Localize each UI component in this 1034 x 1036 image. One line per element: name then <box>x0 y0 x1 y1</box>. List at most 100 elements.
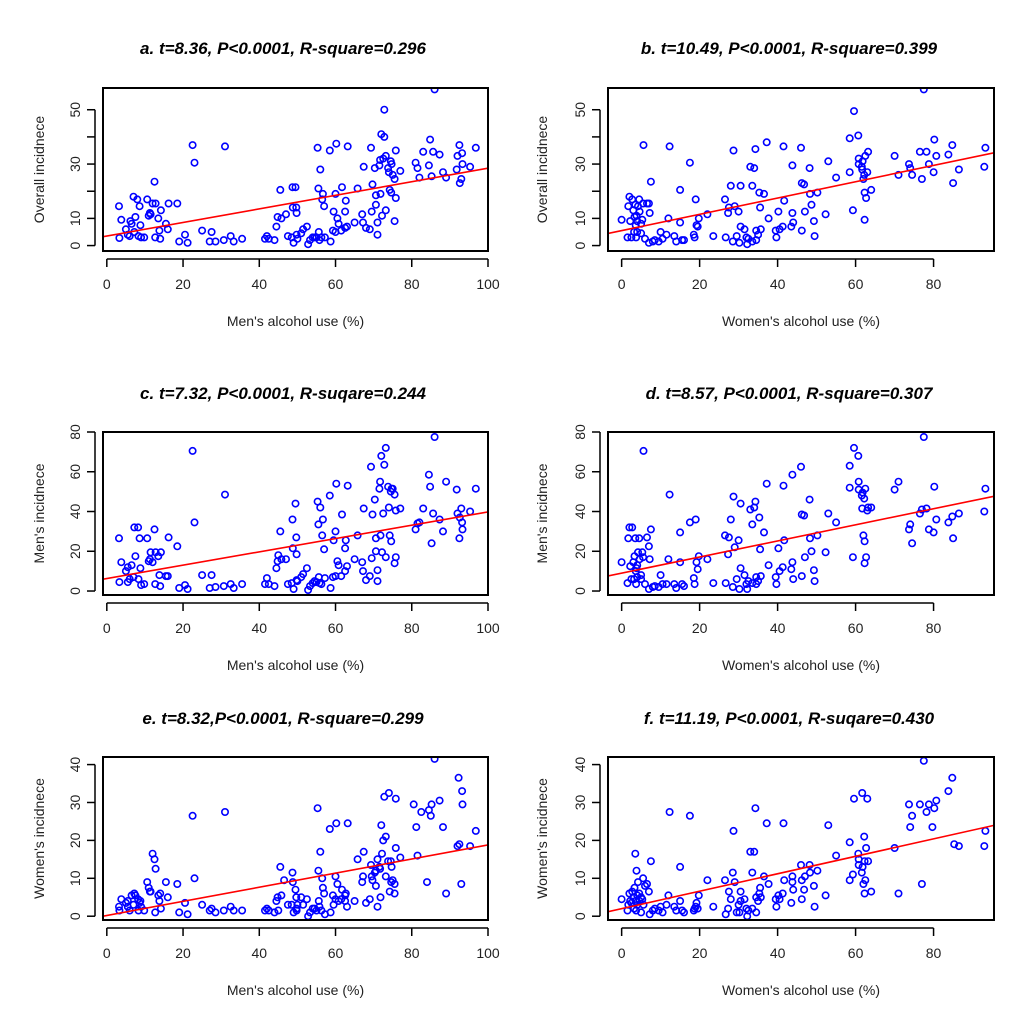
data-point <box>981 484 990 493</box>
data-point <box>181 898 190 907</box>
data-point <box>788 558 797 567</box>
data-point <box>332 139 341 148</box>
data-point <box>894 477 903 486</box>
data-point <box>862 553 871 562</box>
data-point <box>211 582 220 591</box>
data-point <box>337 572 346 581</box>
data-point <box>190 518 199 527</box>
data-point <box>342 222 351 231</box>
data-point <box>944 787 953 796</box>
data-point <box>422 878 431 887</box>
data-point <box>932 515 941 524</box>
data-point <box>133 195 142 204</box>
y-tick-label: 40 <box>67 504 83 520</box>
data-point <box>380 132 389 141</box>
data-point <box>748 181 757 190</box>
data-point <box>381 553 390 562</box>
data-point <box>646 857 655 866</box>
data-point <box>277 214 286 223</box>
data-point <box>906 164 915 173</box>
data-point <box>929 528 938 537</box>
data-point <box>320 233 329 242</box>
data-point <box>642 879 651 888</box>
x-tick-label: 40 <box>770 945 786 961</box>
data-point <box>377 211 386 220</box>
data-point <box>864 147 873 156</box>
y-axis-label: Men's incidnece <box>31 463 47 563</box>
data-point <box>676 862 685 871</box>
data-point <box>944 150 953 159</box>
data-point <box>221 490 230 499</box>
data-point <box>288 515 297 524</box>
data-point <box>391 194 400 203</box>
data-point <box>858 788 867 797</box>
data-point <box>458 787 467 796</box>
data-point <box>457 175 466 184</box>
data-point <box>744 906 753 915</box>
data-point <box>756 225 765 234</box>
data-point <box>379 509 388 518</box>
data-point <box>800 207 809 216</box>
data-point <box>954 165 963 174</box>
data-point <box>270 582 279 591</box>
x-tick-label: 40 <box>251 276 267 292</box>
data-point <box>367 554 376 563</box>
data-point <box>863 794 872 803</box>
data-point <box>207 228 216 237</box>
data-point <box>137 233 146 242</box>
y-tick-label: 40 <box>67 757 83 773</box>
data-point <box>890 485 899 494</box>
data-point <box>665 490 674 499</box>
y-tick-label: 20 <box>572 832 588 848</box>
x-tick-label: 20 <box>175 620 191 636</box>
panel-title: d. t=8.57, P<0.0001, R-square=0.307 <box>646 384 934 403</box>
data-point <box>148 199 157 208</box>
data-point <box>800 180 809 189</box>
data-point <box>755 513 764 522</box>
data-point <box>314 184 323 193</box>
data-point <box>638 215 647 224</box>
data-point <box>637 575 646 584</box>
data-point <box>821 891 830 900</box>
data-point <box>928 823 937 832</box>
data-point <box>135 202 144 211</box>
data-point <box>631 849 640 858</box>
data-point <box>637 908 646 917</box>
data-point <box>809 566 818 575</box>
data-point <box>864 503 873 512</box>
data-point <box>867 185 876 194</box>
data-point <box>662 900 671 909</box>
data-point <box>617 895 626 904</box>
data-point <box>810 902 819 911</box>
data-point <box>694 214 703 223</box>
data-point <box>764 214 773 223</box>
data-point <box>762 138 771 147</box>
data-point <box>429 509 438 518</box>
x-tick-label: 80 <box>404 276 420 292</box>
data-point <box>638 548 647 557</box>
data-point <box>635 195 644 204</box>
data-point <box>848 870 857 879</box>
data-point <box>756 883 765 892</box>
data-point <box>848 553 857 562</box>
data-point <box>672 583 681 592</box>
data-point <box>729 826 738 835</box>
plot-frame <box>102 756 489 921</box>
x-tick-label: 60 <box>328 945 344 961</box>
data-point <box>320 574 329 583</box>
y-tick-label: 20 <box>67 832 83 848</box>
data-point <box>427 172 436 181</box>
data-point <box>454 773 463 782</box>
data-point <box>908 170 917 179</box>
data-point <box>117 215 126 224</box>
data-point <box>326 583 335 592</box>
data-point <box>849 107 858 116</box>
data-point <box>452 485 461 494</box>
data-point <box>692 221 701 230</box>
data-point <box>373 218 382 227</box>
data-point <box>316 847 325 856</box>
data-point <box>854 131 863 140</box>
data-point <box>288 544 297 553</box>
data-point <box>430 432 439 441</box>
data-point <box>140 580 149 589</box>
